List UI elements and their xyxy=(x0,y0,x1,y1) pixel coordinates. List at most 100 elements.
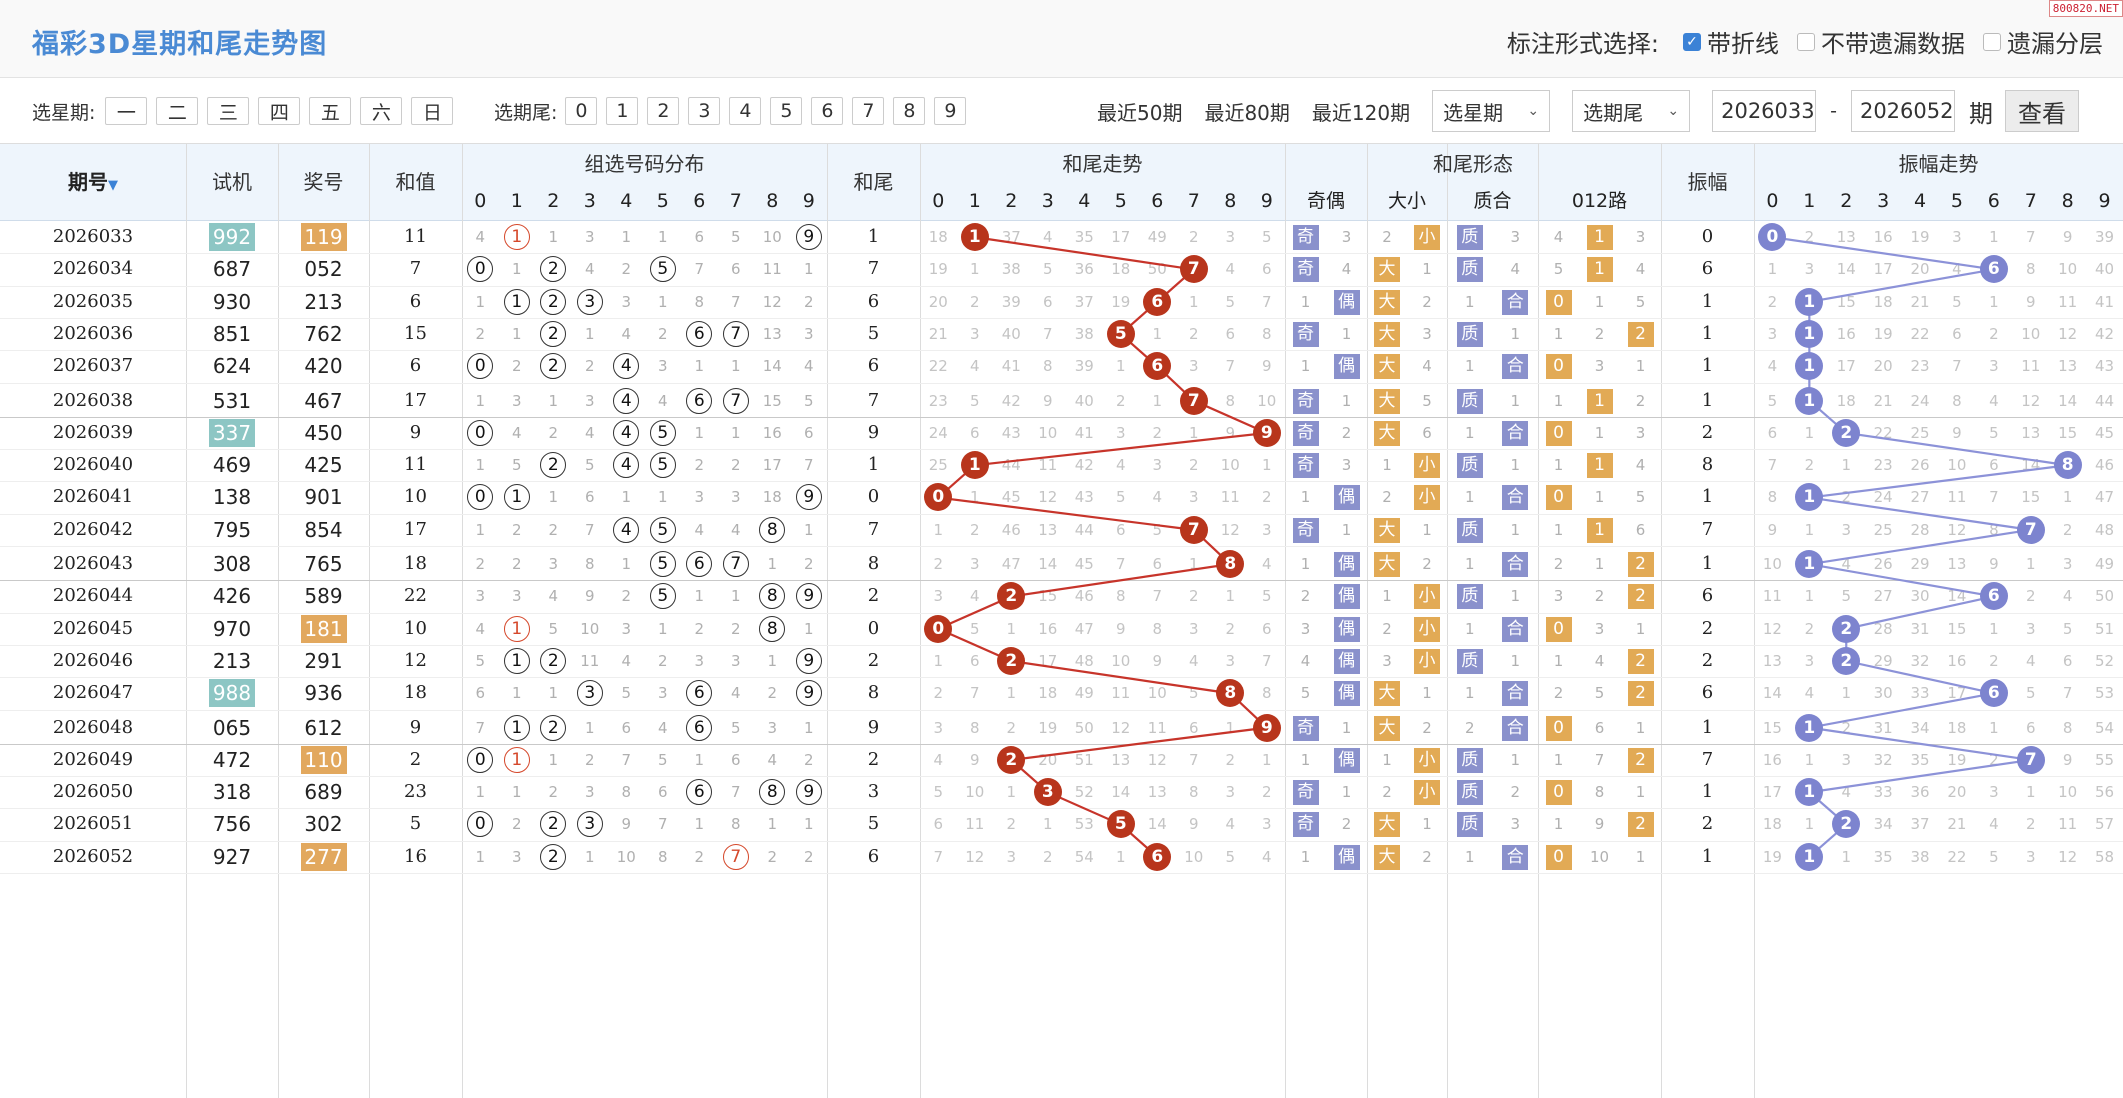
omission-value: 1 xyxy=(1635,847,1646,866)
query-button[interactable]: 查看 xyxy=(2004,90,2079,132)
recent-50-link[interactable]: 最近50期 xyxy=(1097,100,1183,125)
omission-value: 5 xyxy=(1635,488,1646,507)
omission-value: 3 xyxy=(1841,520,1852,539)
shape-tag: 质 xyxy=(1456,517,1483,543)
zuxuan-cell-4: 2 xyxy=(608,253,645,285)
period-from-input[interactable]: 2026033 xyxy=(1712,90,1817,132)
omission-value: 7 xyxy=(1989,488,1999,507)
omission-value: 3 xyxy=(933,718,944,737)
omission-value: 22 xyxy=(1873,423,1893,442)
omission-value: 13 xyxy=(1147,783,1167,802)
omission-value: 33 xyxy=(1910,684,1930,703)
zuxuan-cell-7: 7 xyxy=(718,318,755,350)
week-button-1[interactable]: 一 xyxy=(105,97,148,125)
hewei-trend-cell-4: 47 xyxy=(1066,613,1103,645)
omission-value: 45 xyxy=(2094,423,2115,442)
zuxuan-cell-6: 1 xyxy=(681,808,718,840)
select-tail-dropdown[interactable]: 选期尾 ⌄ xyxy=(1572,90,1691,132)
tail-button-1[interactable]: 1 xyxy=(606,97,639,125)
omission-value: 3 xyxy=(621,292,632,311)
zuxuan-cell-1: 1 xyxy=(499,776,536,808)
tail-button-9[interactable]: 9 xyxy=(934,97,967,125)
week-button-5[interactable]: 五 xyxy=(309,97,352,125)
shape-tag: 合 xyxy=(1502,715,1529,741)
table-row-hewei: 7 xyxy=(867,258,880,280)
tail-button-4[interactable]: 4 xyxy=(729,97,762,125)
recent-120-link[interactable]: 最近120期 xyxy=(1311,100,1411,125)
zhenfu-trend-cell-0: 11 xyxy=(1754,580,1791,612)
omission-value: 1 xyxy=(1804,423,1815,442)
zhenfu-trend-cell-8: 2 xyxy=(2049,514,2086,546)
sort-down-icon[interactable]: ▼ xyxy=(108,178,118,193)
checkbox-omission-layer[interactable]: 遗漏分层 xyxy=(1983,24,2103,59)
omission-value: 1 xyxy=(1341,783,1352,802)
zhenfu-trend-cell-1: 1 xyxy=(1791,318,1828,350)
omission-value: 2 xyxy=(1225,750,1236,769)
omission-value: 3 xyxy=(1261,815,1272,834)
checkbox-polyline[interactable]: ✓ 带折线 xyxy=(1683,24,1779,59)
omission-value: 1 xyxy=(1382,750,1392,769)
omission-value: 2 xyxy=(548,783,559,802)
zhenfu-ball: 0 xyxy=(1758,223,1787,251)
header-digit-3: 3 xyxy=(1041,190,1054,212)
omission-value: 31 xyxy=(1910,619,1930,638)
omission-value: 6 xyxy=(730,750,741,769)
omission-value: 21 xyxy=(1873,391,1893,410)
jianghao-value: 213 xyxy=(304,289,343,314)
omission-value: 3 xyxy=(1767,324,1778,343)
header-qihao[interactable]: 期号▼ xyxy=(0,144,186,221)
omission-value: 1 xyxy=(1464,619,1475,638)
tail-button-3[interactable]: 3 xyxy=(688,97,721,125)
hewei-trend-cell-4: 52 xyxy=(1066,776,1103,808)
omission-value: 58 xyxy=(2094,847,2115,866)
zhenfu-trend-cell-4: 20 xyxy=(1902,253,1939,285)
week-button-3[interactable]: 三 xyxy=(207,97,250,125)
shape-tag: 小 xyxy=(1414,485,1440,511)
zhenfu-trend-cell-6: 4 xyxy=(1975,385,2012,417)
shape-tag: 小 xyxy=(1414,648,1440,674)
week-button-6[interactable]: 六 xyxy=(360,97,403,125)
tail-button-0[interactable]: 0 xyxy=(565,97,598,125)
shape-tag: 2 xyxy=(1627,321,1654,347)
select-week-dropdown[interactable]: 选星期 ⌄ xyxy=(1432,90,1551,132)
hewei-trend-cell-5: 3 xyxy=(1103,417,1140,449)
zh-cell-0: 质 xyxy=(1447,744,1493,776)
period-to-input[interactable]: 2026052 xyxy=(1850,90,1955,132)
table-row-jianghao: 425 xyxy=(278,449,369,481)
recent-80-link[interactable]: 最近80期 xyxy=(1204,100,1290,125)
week-button-2[interactable]: 二 xyxy=(156,97,199,125)
jo-cell-1: 1 xyxy=(1326,514,1367,546)
tail-button-6[interactable]: 6 xyxy=(811,97,844,125)
checkbox-no-omission[interactable]: 不带遗漏数据 xyxy=(1797,24,1965,59)
zhenfu-trend-cell-5: 22 xyxy=(1939,841,1976,873)
checkbox-box xyxy=(1983,32,2001,51)
zhenfu-trend-cell-2: 15 xyxy=(1828,286,1865,318)
shape-tag: 2 xyxy=(1627,812,1654,838)
zuxuan-cell-7: 6 xyxy=(718,253,755,285)
zuxuan-cell-3: 4 xyxy=(572,253,609,285)
hewei-trend-cell-8: 2 xyxy=(1212,613,1249,645)
omission-value: 12 xyxy=(1220,520,1240,539)
omission-value: 1 xyxy=(1804,815,1815,834)
jianghao-value: 277 xyxy=(300,842,347,871)
omission-value: 3 xyxy=(584,228,595,246)
shape-tag: 奇 xyxy=(1292,780,1319,806)
tail-button-2[interactable]: 2 xyxy=(647,97,680,125)
omission-value: 4 xyxy=(1261,847,1272,866)
week-button-4[interactable]: 四 xyxy=(258,97,301,125)
zuxuan-cell-1: 1 xyxy=(499,253,536,285)
hewei-trend-cell-8: 11 xyxy=(1212,481,1249,513)
table-row-shiji: 472 xyxy=(186,744,278,776)
lu-cell-0: 3 xyxy=(1538,580,1579,612)
tail-button-5[interactable]: 5 xyxy=(770,97,803,125)
tail-button-8[interactable]: 8 xyxy=(893,97,926,125)
week-button-7[interactable]: 日 xyxy=(411,97,454,125)
tail-button-7[interactable]: 7 xyxy=(852,97,885,125)
zhenfu-trend-cell-8: 8 xyxy=(2049,449,2086,481)
zuxuan-cell-6: 6 xyxy=(681,677,718,709)
omission-value: 1 xyxy=(969,260,980,279)
jianghao-value: 689 xyxy=(304,780,343,805)
shape-tag: 质 xyxy=(1456,747,1483,773)
shape-tag: 大 xyxy=(1374,681,1400,707)
